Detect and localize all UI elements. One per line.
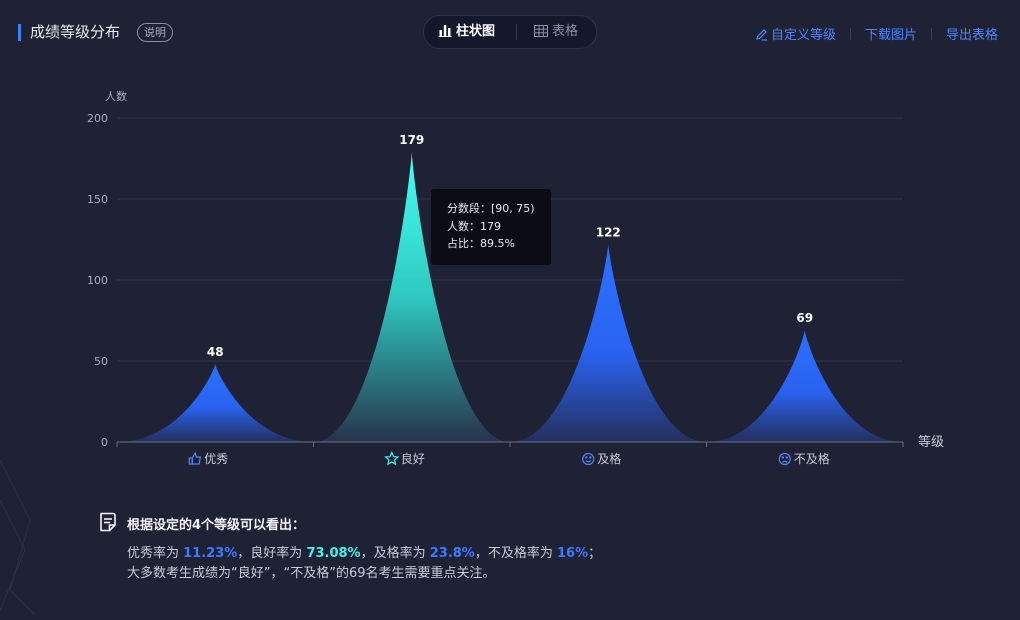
y-tick-label: 50 xyxy=(94,355,108,368)
bar-2[interactable] xyxy=(313,152,511,442)
x-category-3: 及格 xyxy=(582,451,621,466)
x-category-label: 不及格 xyxy=(794,451,830,466)
good-rate-label: ，良好率为 xyxy=(237,546,307,561)
frown-icon xyxy=(778,452,791,466)
export-table-button[interactable]: 导出表格 xyxy=(945,28,998,43)
bar-1[interactable] xyxy=(117,364,314,442)
x-category-4: 不及格 xyxy=(778,451,830,466)
y-axis-title: 人数 xyxy=(105,90,127,103)
fail-rate-value: 16% xyxy=(556,546,589,561)
bar-value-label: 48 xyxy=(207,345,224,359)
thumbs-up-icon xyxy=(188,451,201,465)
summary-title: 根据设定的4个等级可以看出： xyxy=(127,518,306,533)
x-category-label: 优秀 xyxy=(204,452,228,466)
summary-conclusion: 大多数考生成绩为“良好”，“不及格”的69名考生需要重点关注。 xyxy=(127,566,496,581)
bar-value-label: 69 xyxy=(796,311,813,325)
y-tick-label: 150 xyxy=(87,193,108,206)
decorative-lines xyxy=(0,459,36,616)
tooltip-range: 分数段：[90, 75) xyxy=(447,202,535,215)
excellent-rate-value: 11.23% xyxy=(183,546,238,561)
bar-chart-icon xyxy=(438,25,452,37)
tab-bar-chart-label: 柱状图 xyxy=(456,24,496,39)
custom-grade-button[interactable]: 自定义等级 xyxy=(755,28,836,43)
tab-table[interactable]: 表格 xyxy=(534,16,578,48)
x-category-1: 优秀 xyxy=(188,451,228,466)
x-category-2: 良好 xyxy=(384,450,425,466)
header: 成绩等级分布 说明 柱状图 表格 自定义等级 下载图片 导出表格 xyxy=(0,0,1020,64)
toggle-divider xyxy=(516,24,517,40)
bar-4[interactable] xyxy=(706,330,904,442)
good-rate-value: 73.08% xyxy=(306,546,361,561)
tab-table-label: 表格 xyxy=(552,24,579,39)
star-icon xyxy=(384,450,400,466)
bar-3[interactable] xyxy=(510,244,707,442)
edit-icon xyxy=(756,29,767,41)
y-tick-label: 0 xyxy=(101,436,108,449)
action-divider xyxy=(849,28,851,40)
y-tick-label: 200 xyxy=(87,112,108,125)
y-tick-label: 100 xyxy=(87,274,108,287)
tab-bar-chart[interactable]: 柱状图 xyxy=(438,16,495,48)
fail-rate-label: ，不及格率为 xyxy=(474,546,557,561)
view-toggle: 柱状图 表格 xyxy=(423,15,597,49)
x-category-label: 良好 xyxy=(401,451,425,466)
tooltip-count: 人数：179 xyxy=(447,219,501,233)
custom-grade-label: 自定义等级 xyxy=(770,28,836,43)
bar-value-label: 179 xyxy=(399,133,424,147)
summary-rates: 优秀率为 11.23%，良好率为 73.08%，及格率为 23.8%，不及格率为… xyxy=(127,542,601,561)
excellent-rate-label: 优秀率为 xyxy=(127,546,184,561)
x-category-label: 及格 xyxy=(597,451,621,466)
download-image-button[interactable]: 下载图片 xyxy=(864,28,917,43)
action-divider xyxy=(930,28,932,40)
table-icon xyxy=(534,25,548,37)
document-icon xyxy=(100,512,116,532)
bar-value-label: 122 xyxy=(596,225,621,239)
summary-line-end: ； xyxy=(588,546,602,561)
page-title: 成绩等级分布 xyxy=(30,23,121,41)
smile-icon xyxy=(582,452,595,466)
help-badge[interactable]: 说明 xyxy=(137,23,173,42)
title-accent-bar xyxy=(18,24,21,41)
pass-rate-label: ，及格率为 xyxy=(360,546,430,561)
x-axis-title: 等级 xyxy=(918,434,944,450)
grade-distribution-chart: 0 50 100 150 200 48 179 122 69 优秀 良好 及格 不及格 人数 等级 xyxy=(87,90,944,466)
pass-rate-value: 23.8% xyxy=(429,546,475,561)
tooltip-ratio: 占比：89.5% xyxy=(447,237,515,250)
chart-tooltip: 分数段：[90, 75) 人数：179 占比：89.5% xyxy=(431,189,551,265)
header-actions: 自定义等级 下载图片 导出表格 xyxy=(755,24,998,43)
